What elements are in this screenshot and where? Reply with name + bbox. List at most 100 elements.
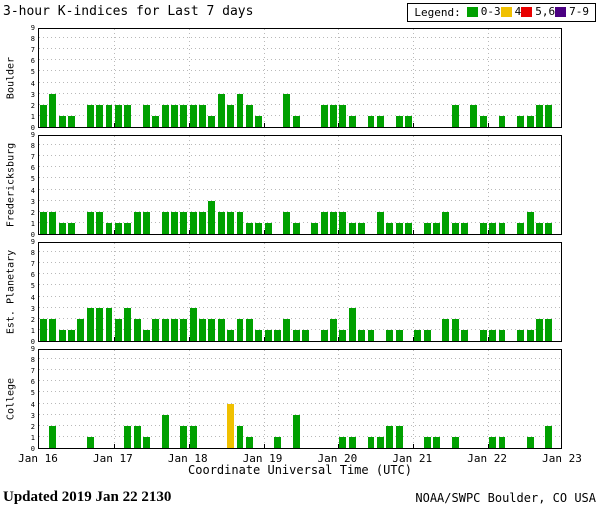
- k-index-bar: [114, 318, 122, 341]
- y-tick-label: 1: [30, 112, 35, 121]
- k-index-bar: [451, 104, 459, 127]
- station-label: Boulder: [5, 56, 17, 100]
- k-index-bar: [124, 222, 132, 234]
- station-label: Est. Planetary: [5, 249, 17, 335]
- k-index-bar: [217, 211, 225, 234]
- day-tick: [338, 444, 340, 448]
- k-index-bar: [517, 115, 525, 127]
- k-index-bar: [395, 222, 403, 234]
- k-index-bar: [479, 115, 487, 127]
- k-index-bar: [498, 329, 506, 341]
- hgridline: [39, 262, 561, 264]
- k-index-bar: [498, 222, 506, 234]
- x-tick-label: Jan 22: [467, 452, 508, 465]
- day-tick: [113, 444, 115, 448]
- hgridline: [39, 251, 561, 253]
- vgridline: [488, 29, 490, 127]
- k-index-bar: [96, 104, 104, 127]
- k-index-bar: [386, 329, 394, 341]
- k-index-bar: [489, 222, 497, 234]
- k-index-bar: [433, 436, 440, 448]
- k-index-bar: [255, 222, 263, 234]
- k-index-bar: [451, 436, 459, 448]
- k-index-bar: [68, 329, 76, 341]
- k-index-bar: [96, 307, 104, 341]
- day-tick: [488, 123, 490, 127]
- k-index-bar: [545, 425, 553, 448]
- k-index-bar: [49, 93, 57, 127]
- y-tick-label: 9: [30, 345, 35, 353]
- y-tick-label: 9: [30, 24, 35, 32]
- vgridline: [338, 136, 340, 234]
- day-tick: [113, 230, 115, 234]
- k-index-bar: [386, 425, 394, 448]
- y-tick-label: 1: [30, 433, 35, 442]
- k-index-bar: [320, 211, 328, 234]
- k-index-bar: [199, 211, 207, 234]
- k-index-bar: [40, 318, 47, 341]
- day-tick: [188, 444, 190, 448]
- k-index-bar: [245, 104, 253, 127]
- k-index-bar: [227, 329, 235, 341]
- k-index-bar: [302, 329, 309, 341]
- day-tick: [188, 230, 190, 234]
- k-index-bar: [339, 104, 347, 127]
- k-index-bar: [189, 425, 197, 448]
- k-index-bar: [535, 222, 543, 234]
- k-index-bar: [236, 425, 244, 448]
- k-index-bar: [180, 104, 188, 127]
- k-index-bar: [68, 115, 76, 127]
- hgridline: [39, 221, 561, 223]
- k-index-bar: [311, 222, 319, 234]
- k-index-bar: [189, 211, 197, 234]
- k-index-bar: [217, 318, 225, 341]
- k-index-bar: [124, 104, 132, 127]
- chart-title: 3-hour K-indices for Last 7 days: [3, 4, 254, 19]
- x-tick-label: Jan 16: [18, 452, 58, 465]
- hgridline: [39, 402, 561, 404]
- x-tick-label: Jan 18: [167, 452, 208, 465]
- legend-swatch-icon: [500, 6, 512, 17]
- k-index-bar: [40, 104, 47, 127]
- y-tick-label: 1: [30, 326, 35, 335]
- x-tick-label: Jan 23: [542, 452, 582, 465]
- hgridline: [39, 284, 561, 286]
- day-tick: [413, 337, 415, 341]
- y-tick-label: 4: [30, 79, 35, 88]
- k-index-bar: [479, 329, 487, 341]
- legend-item-label: 7-9: [569, 5, 589, 19]
- day-tick: [263, 123, 265, 127]
- k-index-bar: [227, 403, 235, 448]
- k-index-bar: [292, 115, 300, 127]
- k-index-bar: [189, 307, 197, 341]
- y-tick-label: 4: [30, 293, 35, 302]
- day-tick: [488, 337, 490, 341]
- k-index-bar: [489, 436, 497, 448]
- x-tick-label: Jan 19: [242, 452, 283, 465]
- k-index-bar: [245, 222, 253, 234]
- y-tick-label: 3: [30, 304, 35, 313]
- k-index-bar: [171, 211, 178, 234]
- k-index-bar: [461, 222, 469, 234]
- k-index-bar: [171, 104, 178, 127]
- k-index-bar: [86, 211, 94, 234]
- hgridline: [39, 210, 561, 212]
- legend-item-56: 5,6: [521, 5, 555, 18]
- legend-swatch-icon: [555, 6, 567, 17]
- hgridline: [39, 380, 561, 382]
- y-tick-label: 1: [30, 219, 35, 228]
- y-tick-label: 6: [30, 57, 35, 66]
- day-tick: [113, 123, 115, 127]
- y-tick-label: 3: [30, 411, 35, 420]
- k-index-bar: [236, 93, 244, 127]
- k-index-bar: [292, 414, 300, 448]
- k-index-bar: [320, 329, 328, 341]
- k-index-bar: [423, 222, 431, 234]
- y-tick-label: 3: [30, 90, 35, 99]
- k-index-bar: [217, 93, 225, 127]
- k-index-bar: [339, 211, 347, 234]
- k-index-bar: [208, 318, 216, 341]
- k-index-bar: [358, 222, 366, 234]
- hgridline: [39, 70, 561, 72]
- legend-item-03: 0-3: [466, 5, 501, 18]
